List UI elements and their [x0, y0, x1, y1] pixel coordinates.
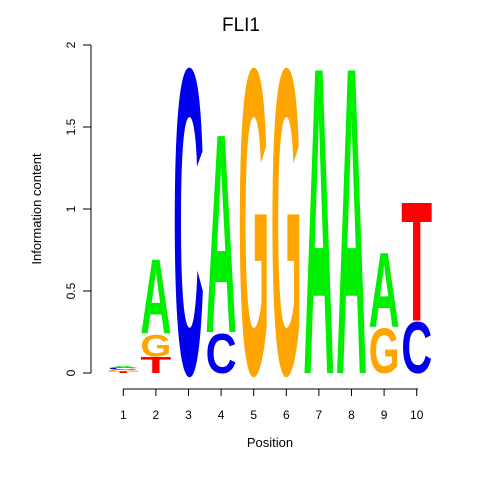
- logo-letter-g: G: [140, 327, 171, 363]
- logo-letter-t: T: [401, 166, 432, 357]
- x-tick-label: 10: [410, 408, 424, 422]
- logo-letter-a: A: [303, 0, 334, 467]
- x-tick-label: 9: [381, 408, 388, 422]
- x-tick-label: 6: [283, 408, 290, 422]
- logo-letter-g: G: [369, 317, 400, 388]
- y-tick-label: 0.5: [64, 282, 78, 299]
- x-tick-label: 3: [185, 408, 192, 422]
- logo-letter-g: G: [108, 369, 139, 372]
- logo-letter-c: C: [173, 0, 204, 466]
- x-tick-label: 8: [348, 408, 355, 422]
- x-tick-label: 5: [250, 408, 257, 422]
- logo-letter-t: T: [108, 371, 139, 374]
- logo-letter-a: A: [206, 76, 237, 393]
- logo-letter-a: A: [336, 0, 367, 467]
- logo-letter-c: C: [401, 307, 432, 389]
- logo-letter-a: A: [140, 238, 171, 357]
- x-tick-label: 4: [218, 408, 225, 422]
- y-tick-label: 2: [64, 41, 78, 48]
- logo-letter-c: C: [108, 368, 139, 371]
- logo-letter-g: G: [271, 0, 302, 466]
- y-tick-label: 1: [64, 205, 78, 212]
- x-tick-label: 1: [120, 408, 127, 422]
- logo-letter-c: C: [206, 321, 237, 385]
- logo-letter-g: G: [238, 0, 269, 466]
- x-tick-label: 7: [316, 408, 323, 422]
- logo-letter-a: A: [108, 366, 139, 369]
- chart-title: FLI1: [222, 15, 260, 36]
- x-axis: 1 2 3 4 5 6 7 8 9 10: [120, 388, 424, 422]
- y-axis-title: Information content: [29, 153, 44, 265]
- x-tick-label: 2: [153, 408, 160, 422]
- y-tick-label: 1.5: [64, 118, 78, 135]
- x-axis-title: Position: [247, 435, 293, 450]
- y-axis: 0 0.5 1 1.5 2: [64, 41, 92, 376]
- y-tick-label: 0: [64, 369, 78, 376]
- logo-letter-t: T: [140, 353, 171, 378]
- logo-letter-a: A: [369, 231, 400, 350]
